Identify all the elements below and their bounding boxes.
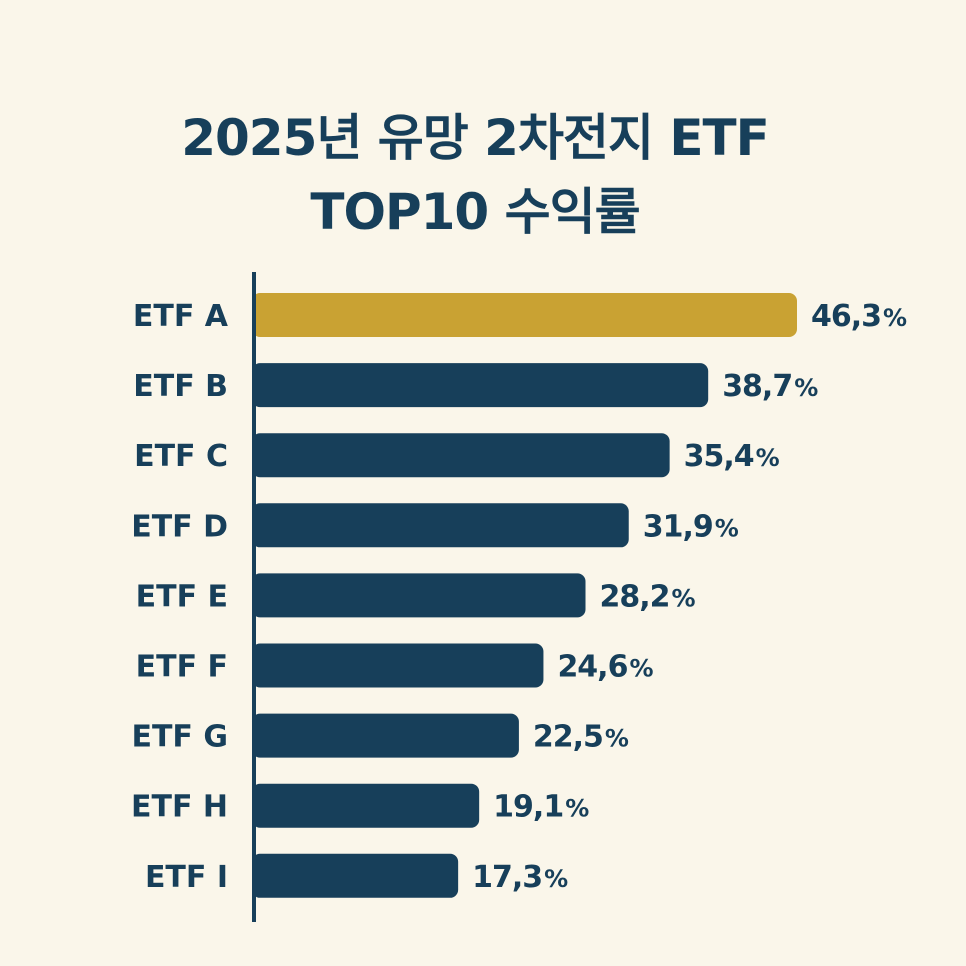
category-label: ETF H	[131, 790, 228, 825]
category-label: ETF I	[145, 860, 228, 895]
bar-etf-b	[252, 363, 709, 408]
value-label: 17,3%	[472, 860, 568, 895]
value-label: 28,2%	[600, 579, 696, 614]
unit-label: %	[605, 725, 629, 753]
category-label: ETF F	[136, 650, 228, 685]
value-label: 22,5%	[533, 720, 629, 755]
category-label: ETF A	[133, 299, 229, 334]
bar-etf-g	[252, 713, 519, 758]
unit-label: %	[672, 584, 696, 612]
bar-etf-e	[252, 573, 586, 618]
value-label: 19,1%	[493, 790, 589, 825]
bar-etf-d	[252, 503, 629, 548]
unit-label: %	[629, 655, 653, 683]
value-label: 38,7%	[722, 369, 818, 404]
category-label: ETF E	[136, 579, 228, 614]
category-label: ETF D	[131, 509, 228, 544]
chart-title-line-1: 2025년 유망 2차전지 ETF	[181, 109, 770, 167]
unit-label: %	[794, 374, 818, 402]
unit-label: %	[715, 514, 739, 542]
value-label: 46,3%	[811, 299, 907, 334]
unit-label: %	[544, 865, 568, 893]
category-label: ETF G	[131, 720, 228, 755]
bar-etf-f	[252, 643, 544, 688]
value-label: 35,4%	[684, 439, 780, 474]
unit-label: %	[883, 304, 907, 332]
bar-etf-a	[252, 293, 797, 337]
category-label: ETF C	[134, 439, 228, 474]
bar-etf-h	[252, 783, 480, 828]
bar-etf-c	[252, 433, 670, 478]
category-label: ETF B	[133, 369, 228, 404]
value-label: 24,6%	[557, 650, 653, 685]
chart-title-line-2: TOP10 수익률	[310, 183, 640, 241]
unit-label: %	[756, 444, 780, 472]
unit-label: %	[565, 795, 589, 823]
value-label: 31,9%	[643, 509, 739, 544]
bar-etf-i	[252, 853, 459, 898]
